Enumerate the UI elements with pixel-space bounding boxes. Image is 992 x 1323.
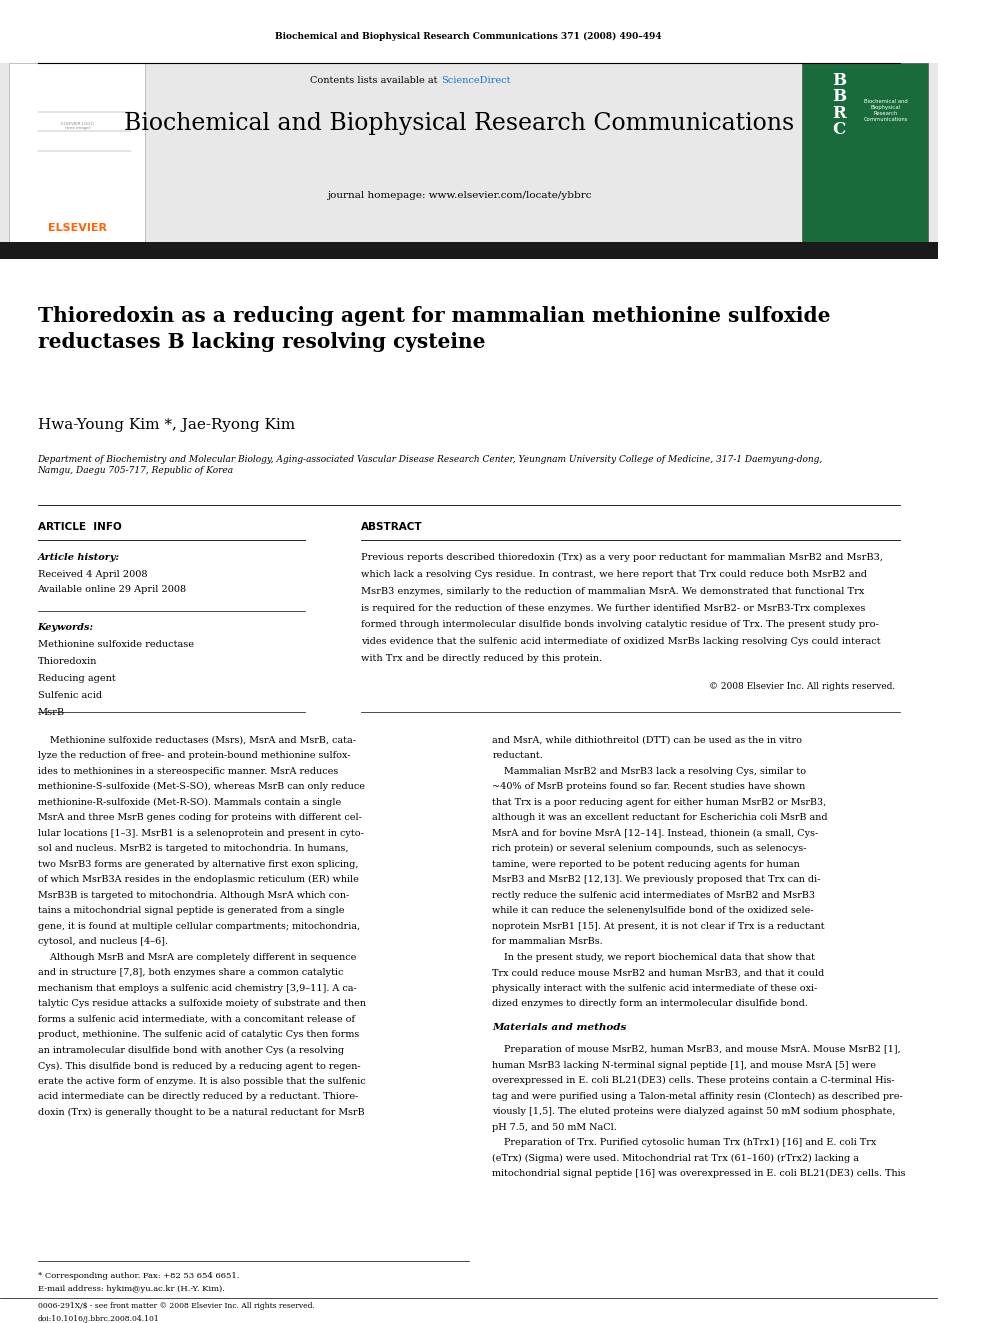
Text: and MsrA, while dithiothreitol (DTT) can be used as the in vitro: and MsrA, while dithiothreitol (DTT) can… bbox=[492, 736, 803, 745]
Text: pH 7.5, and 50 mM NaCl.: pH 7.5, and 50 mM NaCl. bbox=[492, 1123, 617, 1131]
Text: Thioredoxin: Thioredoxin bbox=[38, 658, 97, 665]
Text: forms a sulfenic acid intermediate, with a concomitant release of: forms a sulfenic acid intermediate, with… bbox=[38, 1015, 354, 1024]
Text: that Trx is a poor reducing agent for either human MsrB2 or MsrB3,: that Trx is a poor reducing agent for ei… bbox=[492, 798, 826, 807]
Text: mechanism that employs a sulfenic acid chemistry [3,9–11]. A ca-: mechanism that employs a sulfenic acid c… bbox=[38, 984, 356, 992]
Text: Biochemical and Biophysical Research Communications 371 (2008) 490–494: Biochemical and Biophysical Research Com… bbox=[276, 32, 662, 41]
Text: In the present study, we report biochemical data that show that: In the present study, we report biochemi… bbox=[492, 953, 815, 962]
Text: Contents lists available at: Contents lists available at bbox=[310, 77, 440, 85]
Text: rectly reduce the sulfenic acid intermediates of MsrB2 and MsrB3: rectly reduce the sulfenic acid intermed… bbox=[492, 890, 815, 900]
Text: (eTrx) (Sigma) were used. Mitochondrial rat Trx (61–160) (rTrx2) lacking a: (eTrx) (Sigma) were used. Mitochondrial … bbox=[492, 1154, 859, 1163]
Text: for mammalian MsrBs.: for mammalian MsrBs. bbox=[492, 938, 603, 946]
Bar bbox=[802, 64, 929, 243]
Text: ~40% of MsrB proteins found so far. Recent studies have shown: ~40% of MsrB proteins found so far. Rece… bbox=[492, 782, 806, 791]
Text: tains a mitochondrial signal peptide is generated from a single: tains a mitochondrial signal peptide is … bbox=[38, 906, 344, 916]
Text: Reducing agent: Reducing agent bbox=[38, 675, 115, 683]
Text: Although MsrB and MsrA are completely different in sequence: Although MsrB and MsrA are completely di… bbox=[38, 953, 356, 962]
Text: MsrA and three MsrB genes coding for proteins with different cel-: MsrA and three MsrB genes coding for pro… bbox=[38, 814, 361, 823]
Text: ides to methionines in a stereospecific manner. MsrA reduces: ides to methionines in a stereospecific … bbox=[38, 767, 337, 775]
Text: Methionine sulfoxide reductase: Methionine sulfoxide reductase bbox=[38, 640, 193, 648]
Text: cytosol, and nucleus [4–6].: cytosol, and nucleus [4–6]. bbox=[38, 938, 168, 946]
Text: E-mail address: hykim@yu.ac.kr (H.-Y. Kim).: E-mail address: hykim@yu.ac.kr (H.-Y. Ki… bbox=[38, 1285, 224, 1293]
Text: Biochemical and Biophysical Research Communications: Biochemical and Biophysical Research Com… bbox=[124, 111, 795, 135]
Text: an intramolecular disulfide bond with another Cys (a resolving: an intramolecular disulfide bond with an… bbox=[38, 1046, 343, 1054]
Text: Biochemical and
Biophysical
Research
Communications: Biochemical and Biophysical Research Com… bbox=[864, 98, 909, 122]
Text: acid intermediate can be directly reduced by a reductant. Thiore-: acid intermediate can be directly reduce… bbox=[38, 1093, 358, 1102]
Text: Preparation of mouse MsrB2, human MsrB3, and mouse MsrA. Mouse MsrB2 [1],: Preparation of mouse MsrB2, human MsrB3,… bbox=[492, 1045, 901, 1054]
Text: MsrB3B is targeted to mitochondria. Although MsrA which con-: MsrB3B is targeted to mitochondria. Alth… bbox=[38, 890, 349, 900]
Text: Sulfenic acid: Sulfenic acid bbox=[38, 691, 101, 700]
Text: Preparation of Trx. Purified cytosolic human Trx (hTrx1) [16] and E. coli Trx: Preparation of Trx. Purified cytosolic h… bbox=[492, 1138, 877, 1147]
Text: MsrB3 and MsrB2 [12,13]. We previously proposed that Trx can di-: MsrB3 and MsrB2 [12,13]. We previously p… bbox=[492, 876, 820, 884]
Text: human MsrB3 lacking N-terminal signal peptide [1], and mouse MsrA [5] were: human MsrB3 lacking N-terminal signal pe… bbox=[492, 1061, 876, 1070]
Text: journal homepage: www.elsevier.com/locate/ybbrc: journal homepage: www.elsevier.com/locat… bbox=[327, 191, 591, 200]
Text: 0006-291X/$ - see front matter © 2008 Elsevier Inc. All rights reserved.: 0006-291X/$ - see front matter © 2008 El… bbox=[38, 1302, 314, 1310]
Text: talytic Cys residue attacks a sulfoxide moiety of substrate and then: talytic Cys residue attacks a sulfoxide … bbox=[38, 999, 365, 1008]
Text: is required for the reduction of these enzymes. We further identified MsrB2- or : is required for the reduction of these e… bbox=[361, 603, 865, 613]
Bar bbox=[0, 242, 937, 259]
Text: Materials and methods: Materials and methods bbox=[492, 1023, 627, 1032]
Text: doxin (Trx) is generally thought to be a natural reductant for MsrB: doxin (Trx) is generally thought to be a… bbox=[38, 1107, 364, 1117]
Text: although it was an excellent reductant for Escherichia coli MsrB and: although it was an excellent reductant f… bbox=[492, 814, 828, 823]
Text: physically interact with the sulfenic acid intermediate of these oxi-: physically interact with the sulfenic ac… bbox=[492, 984, 817, 992]
Text: Trx could reduce mouse MsrB2 and human MsrB3, and that it could: Trx could reduce mouse MsrB2 and human M… bbox=[492, 968, 824, 978]
Text: overexpressed in E. coli BL21(DE3) cells. These proteins contain a C-terminal Hi: overexpressed in E. coli BL21(DE3) cells… bbox=[492, 1076, 895, 1085]
Text: tamine, were reported to be potent reducing agents for human: tamine, were reported to be potent reduc… bbox=[492, 860, 800, 869]
Text: formed through intermolecular disulfide bonds involving catalytic residue of Trx: formed through intermolecular disulfide … bbox=[361, 620, 879, 630]
Text: gene, it is found at multiple cellular compartments; mitochondria,: gene, it is found at multiple cellular c… bbox=[38, 922, 360, 931]
Text: MsrA and for bovine MsrA [12–14]. Instead, thionein (a small, Cys-: MsrA and for bovine MsrA [12–14]. Instea… bbox=[492, 828, 818, 837]
Text: ScienceDirect: ScienceDirect bbox=[440, 77, 510, 85]
Text: ABSTRACT: ABSTRACT bbox=[361, 521, 423, 532]
Text: lular locations [1–3]. MsrB1 is a selenoprotein and present in cyto-: lular locations [1–3]. MsrB1 is a seleno… bbox=[38, 828, 363, 837]
Text: sol and nucleus. MsrB2 is targeted to mitochondria. In humans,: sol and nucleus. MsrB2 is targeted to mi… bbox=[38, 844, 348, 853]
Text: Available online 29 April 2008: Available online 29 April 2008 bbox=[38, 585, 186, 594]
Bar bbox=[9, 64, 145, 243]
Text: MsrB: MsrB bbox=[38, 708, 64, 717]
Text: noprotein MsrB1 [15]. At present, it is not clear if Trx is a reductant: noprotein MsrB1 [15]. At present, it is … bbox=[492, 922, 824, 931]
Text: erate the active form of enzyme. It is also possible that the sulfenic: erate the active form of enzyme. It is a… bbox=[38, 1077, 365, 1086]
Text: methionine-R-sulfoxide (Met-R-SO). Mammals contain a single: methionine-R-sulfoxide (Met-R-SO). Mamma… bbox=[38, 798, 340, 807]
Text: Keywords:: Keywords: bbox=[38, 623, 93, 632]
Text: rich protein) or several selenium compounds, such as selenocys-: rich protein) or several selenium compou… bbox=[492, 844, 806, 853]
Text: with Trx and be directly reduced by this protein.: with Trx and be directly reduced by this… bbox=[361, 654, 602, 663]
Text: Mammalian MsrB2 and MsrB3 lack a resolving Cys, similar to: Mammalian MsrB2 and MsrB3 lack a resolvi… bbox=[492, 767, 806, 775]
Text: while it can reduce the selenenylsulfide bond of the oxidized sele-: while it can reduce the selenenylsulfide… bbox=[492, 906, 813, 916]
Text: doi:10.1016/j.bbrc.2008.04.101: doi:10.1016/j.bbrc.2008.04.101 bbox=[38, 1315, 160, 1323]
Text: Cys). This disulfide bond is reduced by a reducing agent to regen-: Cys). This disulfide bond is reduced by … bbox=[38, 1061, 360, 1070]
Text: Methionine sulfoxide reductases (Msrs), MsrA and MsrB, cata-: Methionine sulfoxide reductases (Msrs), … bbox=[38, 736, 355, 745]
Bar bbox=[0, 64, 937, 247]
Text: dized enzymes to directly form an intermolecular disulfide bond.: dized enzymes to directly form an interm… bbox=[492, 999, 808, 1008]
Text: of which MsrB3A resides in the endoplasmic reticulum (ER) while: of which MsrB3A resides in the endoplasm… bbox=[38, 876, 358, 885]
Text: tag and were purified using a Talon-metal affinity resin (Clontech) as described: tag and were purified using a Talon-meta… bbox=[492, 1091, 903, 1101]
Text: Department of Biochemistry and Molecular Biology, Aging-associated Vascular Dise: Department of Biochemistry and Molecular… bbox=[38, 455, 822, 475]
Text: product, methionine. The sulfenic acid of catalytic Cys then forms: product, methionine. The sulfenic acid o… bbox=[38, 1031, 359, 1040]
Text: vides evidence that the sulfenic acid intermediate of oxidized MsrBs lacking res: vides evidence that the sulfenic acid in… bbox=[361, 638, 881, 646]
Text: B
B
R
C: B B R C bbox=[832, 71, 846, 138]
Text: © 2008 Elsevier Inc. All rights reserved.: © 2008 Elsevier Inc. All rights reserved… bbox=[709, 681, 896, 691]
Text: ELSEVIER: ELSEVIER bbox=[49, 224, 107, 233]
Text: MsrB3 enzymes, similarly to the reduction of mammalian MsrA. We demonstrated tha: MsrB3 enzymes, similarly to the reductio… bbox=[361, 587, 864, 595]
Text: viously [1,5]. The eluted proteins were dialyzed against 50 mM sodium phosphate,: viously [1,5]. The eluted proteins were … bbox=[492, 1107, 896, 1117]
Text: two MsrB3 forms are generated by alternative first exon splicing,: two MsrB3 forms are generated by alterna… bbox=[38, 860, 358, 869]
Text: * Corresponding author. Fax: +82 53 654 6651.: * Corresponding author. Fax: +82 53 654 … bbox=[38, 1271, 239, 1279]
Text: and in structure [7,8], both enzymes share a common catalytic: and in structure [7,8], both enzymes sha… bbox=[38, 968, 343, 978]
Text: mitochondrial signal peptide [16] was overexpressed in E. coli BL21(DE3) cells. : mitochondrial signal peptide [16] was ov… bbox=[492, 1170, 906, 1179]
Text: ARTICLE  INFO: ARTICLE INFO bbox=[38, 521, 121, 532]
Text: Thioredoxin as a reducing agent for mammalian methionine sulfoxide
reductases B : Thioredoxin as a reducing agent for mamm… bbox=[38, 306, 830, 352]
Text: Article history:: Article history: bbox=[38, 553, 120, 562]
Text: Previous reports described thioredoxin (Trx) as a very poor reductant for mammal: Previous reports described thioredoxin (… bbox=[361, 553, 883, 562]
Text: lyze the reduction of free- and protein-bound methionine sulfox-: lyze the reduction of free- and protein-… bbox=[38, 751, 350, 761]
Text: Hwa-Young Kim *, Jae-Ryong Kim: Hwa-Young Kim *, Jae-Ryong Kim bbox=[38, 418, 295, 431]
Text: reductant.: reductant. bbox=[492, 751, 543, 761]
Text: methionine-S-sulfoxide (Met-S-SO), whereas MsrB can only reduce: methionine-S-sulfoxide (Met-S-SO), where… bbox=[38, 782, 364, 791]
Text: Received 4 April 2008: Received 4 April 2008 bbox=[38, 570, 147, 579]
Text: ELSEVIER LOGO
(tree image): ELSEVIER LOGO (tree image) bbox=[62, 122, 94, 131]
Text: which lack a resolving Cys residue. In contrast, we here report that Trx could r: which lack a resolving Cys residue. In c… bbox=[361, 570, 867, 579]
